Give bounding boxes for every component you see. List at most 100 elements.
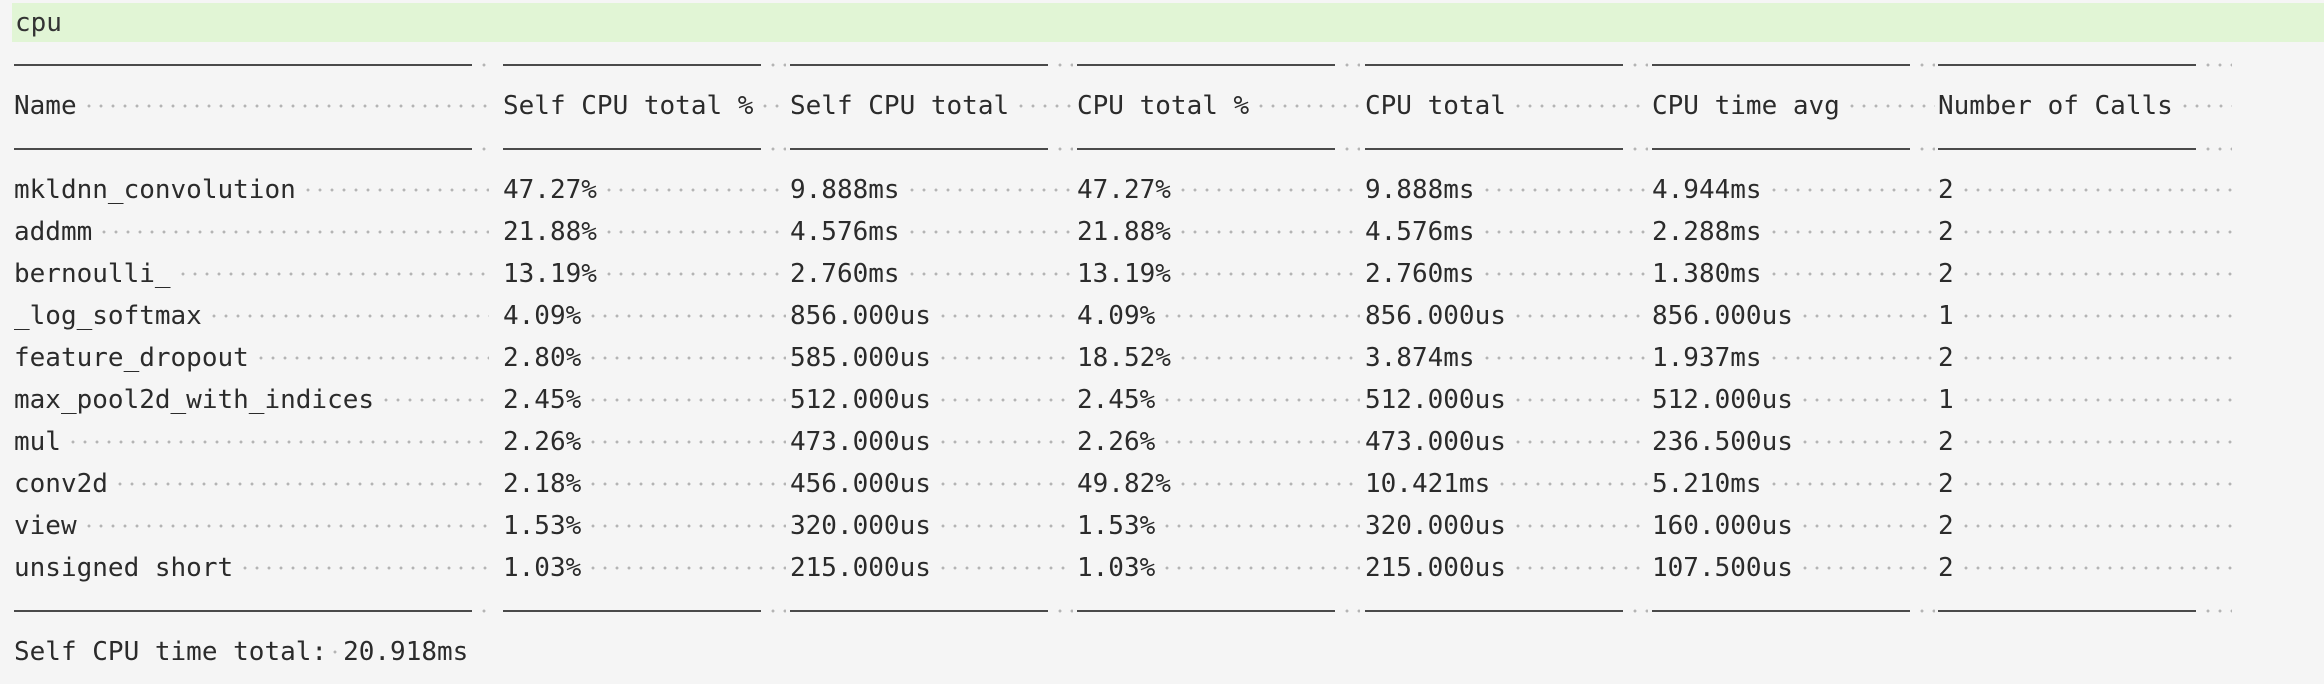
table-cell: 2 [1938,505,2234,547]
table-cell-text: view [14,511,77,541]
table-cell-text: 2 [1938,217,1954,247]
table-cell-text: 9.888ms [1365,175,1475,205]
table-cell-text: 5.210ms [1652,469,1762,499]
separator-rule [790,610,1048,612]
separator-rule [1077,148,1335,150]
table-cell: feature_dropout [14,337,491,379]
column-header-text: CPU time avg [1652,91,1840,121]
table-cell: 1.03% [1077,547,1362,589]
table-cell: 13.19% [503,253,788,295]
table-cell-text: 2 [1938,469,1954,499]
separator-rule [790,64,1048,66]
table-cell: 47.27% [1077,169,1362,211]
separator-segment [503,43,788,85]
table-row: addmm 21.88% 4.576ms 21.88% 4.576ms 2.288ms 2 [14,211,2314,253]
table-cell-text: 473.000us [1365,427,1506,457]
separator-segment [790,589,1075,631]
table-cell-text: 856.000us [1365,301,1506,331]
table-cell-text: 2 [1938,553,1954,583]
table-cell-text: 2.288ms [1652,217,1762,247]
column-header: CPU total % [1077,85,1362,127]
table-cell: 512.000us [1652,379,1937,421]
column-header-text: CPU total % [1077,91,1250,121]
table-cell: 49.82% [1077,463,1362,505]
separator-segment [14,127,491,169]
table-cell-text: 47.27% [1077,175,1171,205]
table-cell: 473.000us [790,421,1075,463]
table-cell-text: 18.52% [1077,343,1171,373]
table-cell-text: 585.000us [790,343,931,373]
table-cell: 2.80% [503,337,788,379]
table-cell: 1.53% [503,505,788,547]
table-cell-text: 473.000us [790,427,931,457]
separator-segment [503,589,788,631]
table-cell: 1 [1938,295,2234,337]
table-cell: _log_softmax [14,295,491,337]
table-cell-text: 4.09% [1077,301,1156,331]
table-cell-text: 4.576ms [790,217,900,247]
table-cell-text: 2 [1938,175,1954,205]
table-cell: conv2d [14,463,491,505]
header-row: Name Self CPU total % Self CPU total CPU to… [14,85,2314,127]
table-cell-text: 215.000us [1365,553,1506,583]
separator-rule [1938,148,2196,150]
profiler-output: Name Self CPU total % Self CPU total CPU to… [14,43,2314,673]
table-cell: 4.576ms [1365,211,1650,253]
table-cell-text: 4.09% [503,301,582,331]
table-cell: 4.944ms [1652,169,1937,211]
table-cell: 2.26% [503,421,788,463]
separator-rule [1938,64,2196,66]
table-cell-text: 13.19% [503,259,597,289]
table-cell: 320.000us [790,505,1075,547]
cell-label: cpu [15,7,62,38]
table-cell-text: mul [14,427,61,457]
table-cell: 2 [1938,253,2234,295]
table-cell-text: 21.88% [503,217,597,247]
separator-rule [14,610,472,612]
table-cell: 473.000us [1365,421,1650,463]
table-cell: unsigned short [14,547,491,589]
self-cpu-total-label: Self CPU time total: [14,637,328,667]
table-cell: view [14,505,491,547]
column-header-text: Self CPU total [790,91,1010,121]
separator-rule [503,64,761,66]
self-cpu-total-value: 20.918ms [343,637,469,667]
table-cell-text: bernoulli_ [14,259,171,289]
table-row: bernoulli_ 13.19% 2.760ms 13.19% 2.760ms 1.38… [14,253,2314,295]
table-row: unsigned short 1.03% 215.000us 1.03% 215.000… [14,547,2314,589]
table-cell-text: 1.53% [503,511,582,541]
table-cell-text: 2.45% [503,385,582,415]
table-cell-text: 2.80% [503,343,582,373]
table-cell-text: 236.500us [1652,427,1793,457]
separator-rule [1938,610,2196,612]
table-cell-text: 2 [1938,343,1954,373]
table-cell-text: 13.19% [1077,259,1171,289]
table-cell: 215.000us [790,547,1075,589]
header-separator [14,127,2314,169]
table-cell-text: 9.888ms [790,175,900,205]
table-cell: 10.421ms [1365,463,1650,505]
table-cell-text: 160.000us [1652,511,1793,541]
bottom-separator [14,589,2314,631]
table-row: conv2d 2.18% 456.000us 49.82% 10.421ms 5.210m… [14,463,2314,505]
table-cell-text: feature_dropout [14,343,249,373]
separator-segment [14,589,491,631]
table-cell: 2 [1938,337,2234,379]
column-header-text: Number of Calls [1938,91,2173,121]
column-header: Self CPU total % [503,85,788,127]
table-cell: 2 [1938,169,2234,211]
table-cell: 2.288ms [1652,211,1937,253]
separator-rule [1652,148,1910,150]
separator-rule [1652,64,1910,66]
table-cell-text: addmm [14,217,93,247]
table-cell: 5.210ms [1652,463,1937,505]
table-cell: 2 [1938,547,2234,589]
table-cell: 4.09% [503,295,788,337]
table-row: max_pool2d_with_indices 2.45% 512.000us 2.4… [14,379,2314,421]
table-cell: 2.45% [503,379,788,421]
column-header: CPU time avg [1652,85,1937,127]
table-cell-text: 49.82% [1077,469,1171,499]
table-cell-text: 1.03% [1077,553,1156,583]
cell-header: cpu [12,3,2324,42]
table-cell: 320.000us [1365,505,1650,547]
